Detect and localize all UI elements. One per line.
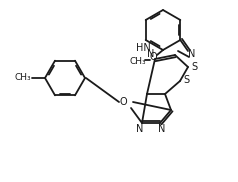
Text: S: S (183, 75, 189, 85)
Text: N: N (158, 124, 166, 134)
Text: S: S (191, 62, 197, 72)
Text: N: N (136, 124, 144, 134)
Text: O: O (149, 52, 157, 62)
Text: CH₃: CH₃ (130, 58, 146, 66)
Text: N: N (188, 49, 196, 59)
Text: HN: HN (136, 43, 150, 53)
Text: CH₃: CH₃ (15, 74, 31, 82)
Text: N: N (147, 49, 155, 59)
Text: O: O (119, 97, 127, 107)
